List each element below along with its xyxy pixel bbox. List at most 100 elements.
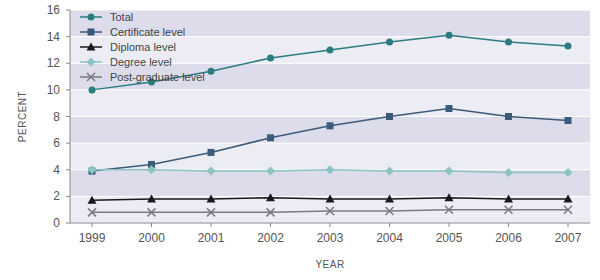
point: [445, 167, 454, 176]
series: [89, 32, 572, 94]
x-tick: [92, 223, 93, 227]
grid-band: [70, 117, 590, 144]
y-tick: [66, 36, 70, 37]
point: [267, 134, 274, 141]
y-tick: [66, 63, 70, 64]
y-tick-label: 2: [53, 189, 60, 203]
grid-line: [70, 143, 590, 144]
point: [147, 195, 156, 203]
point: [445, 193, 454, 201]
grid-band: [70, 90, 590, 117]
grid: [70, 10, 590, 223]
y-tick: [66, 223, 70, 224]
point: [386, 113, 393, 120]
point: [564, 195, 573, 203]
x-tick: [330, 223, 331, 227]
legend-marker: [87, 43, 96, 51]
point: [564, 168, 573, 177]
point: [505, 38, 512, 45]
y-tick-label: 0: [53, 216, 60, 230]
y-tick: [66, 143, 70, 144]
series: [88, 193, 573, 204]
point: [327, 46, 334, 53]
point: [564, 206, 572, 214]
y-tick: [66, 116, 70, 117]
chart: 0 2 4 6 8 10 12 14 16 1999 2000 2001 2002 2003 2004 200…: [0, 0, 600, 280]
x-tick-label: 2006: [495, 231, 522, 245]
y-tick: [66, 89, 70, 90]
y-tick-label: 8: [53, 110, 60, 124]
point: [565, 42, 572, 49]
point: [266, 167, 275, 176]
point: [148, 208, 156, 216]
point: [208, 68, 215, 75]
point: [207, 195, 216, 203]
series-line: [92, 35, 568, 90]
point: [504, 168, 513, 177]
series-line: [92, 109, 568, 172]
point: [446, 32, 453, 39]
y-tick-label: 10: [47, 83, 61, 97]
y-tick-label: 14: [47, 30, 61, 44]
y-tick: [66, 169, 70, 170]
x-tick: [151, 223, 152, 227]
x-tick-label: 2002: [257, 231, 284, 245]
point: [326, 195, 335, 203]
x-tick: [568, 223, 569, 227]
point: [385, 167, 394, 176]
series: [88, 165, 573, 177]
y-tick-label: 16: [47, 3, 61, 17]
y-tick-label: 4: [53, 163, 60, 177]
point: [327, 122, 334, 129]
point: [207, 167, 216, 176]
legend-label: Certificate level: [110, 26, 185, 38]
point: [267, 208, 275, 216]
x-tick: [389, 223, 390, 227]
point: [89, 86, 96, 93]
x-tick-label: 2003: [317, 231, 344, 245]
legend-marker: [87, 58, 96, 67]
point: [326, 165, 335, 174]
y-axis-label: PERCENT: [17, 91, 28, 142]
point: [147, 165, 156, 174]
y-tick-label: 12: [47, 56, 61, 70]
point: [207, 208, 215, 216]
point: [88, 165, 97, 174]
x-tick: [449, 223, 450, 227]
legend-marker: [88, 29, 95, 36]
x-tick-label: 1999: [79, 231, 106, 245]
x-tick-label: 2004: [376, 231, 403, 245]
point: [445, 206, 453, 214]
point: [266, 193, 275, 201]
point: [88, 208, 96, 216]
point: [504, 195, 513, 203]
point: [267, 54, 274, 61]
point: [505, 113, 512, 120]
legend-label: Diploma level: [110, 41, 176, 53]
x-tick-label: 2000: [138, 231, 165, 245]
x-tick-label: 2005: [436, 231, 463, 245]
point: [88, 196, 97, 204]
x-tick: [211, 223, 212, 227]
series: [89, 105, 572, 175]
y-tick: [66, 196, 70, 197]
point: [386, 207, 394, 215]
point: [385, 195, 394, 203]
x-tick: [270, 223, 271, 227]
y-tick: [66, 10, 70, 11]
point: [505, 206, 513, 214]
y-tick-label: 6: [53, 136, 60, 150]
point: [326, 207, 334, 215]
point: [208, 149, 215, 156]
legend-marker: [88, 14, 95, 21]
point: [386, 38, 393, 45]
legend-marker: [87, 73, 95, 81]
legend-label: Post-graduate level: [110, 71, 205, 83]
x-tick-label: 2001: [198, 231, 225, 245]
x-axis-label: YEAR: [315, 259, 344, 270]
legend-label: Total: [110, 11, 133, 23]
legend-label: Degree level: [110, 56, 172, 68]
x-tick: [508, 223, 509, 227]
point: [446, 105, 453, 112]
series: [88, 206, 572, 217]
